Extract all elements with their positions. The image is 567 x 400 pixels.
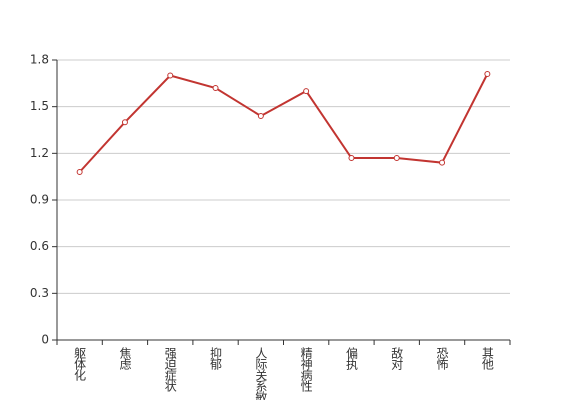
x-tick-label: 偏执 [344,346,358,371]
point [439,159,446,166]
x-tick-label: 精神病性 [299,347,313,393]
x-tick-label: 强迫症状 [163,347,177,392]
point [348,155,355,161]
y-tick-label: 1.8 [30,53,49,67]
point [76,169,83,175]
x-tick-label: 人际关系敏感 [254,347,268,400]
x-tick-label: 敌对 [390,346,404,370]
line [78,73,489,173]
y-tick-label: 0.9 [30,193,49,207]
x-tick-label: 抑郁 [209,346,223,371]
point [121,119,128,126]
point [393,155,400,161]
x-tick-label: 焦虑 [118,347,132,370]
point [257,113,264,119]
x-tick-label: 躯体化 [73,346,87,382]
y-tick-label: 0 [41,333,49,347]
point [303,88,310,95]
y-tick-label: 0.3 [30,286,49,300]
point [484,71,491,77]
x-tick-label: 其他 [480,347,494,370]
point [212,85,219,91]
point [167,72,174,79]
x-tick-label: 恐怖 [435,347,449,370]
y-tick-label: 0.6 [30,239,49,253]
y-tick-label: 1.5 [30,99,49,113]
y-tick-label: 1.2 [30,146,49,160]
